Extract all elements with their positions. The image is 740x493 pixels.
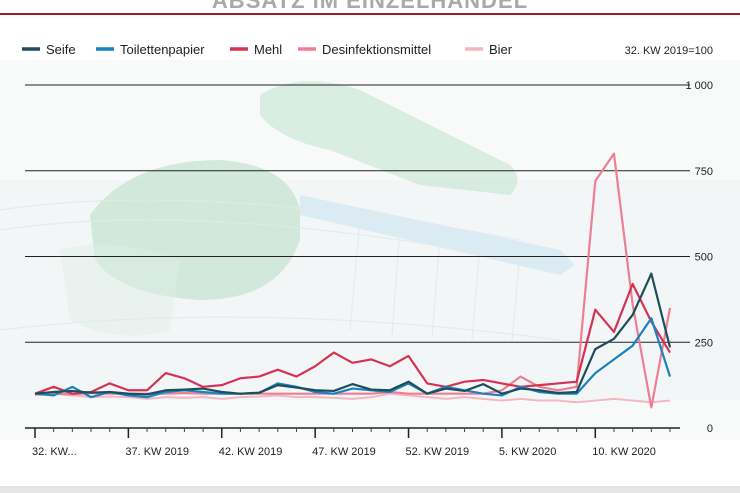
bottom-strip <box>0 486 740 493</box>
legend: Seife Toilettenpapier Mehl Desinfektionsmit… <box>22 42 513 57</box>
series-line-bier <box>34 392 671 404</box>
x-tick-label: 37. KW 2019 <box>125 446 189 458</box>
x-tick-label: 42. KW 2019 <box>219 446 283 458</box>
legend-label: Desinfektionsmittel <box>322 42 431 57</box>
y-tick-label: 0 <box>707 423 713 435</box>
y-tick-label: 750 <box>695 166 713 178</box>
legend-label: Seife <box>46 42 76 57</box>
y-tick-label: 500 <box>695 252 713 264</box>
legend-label: Bier <box>489 42 513 57</box>
x-axis: 32. KW... 37. KW 2019 42. KW 2019 47. KW 20… <box>25 427 680 458</box>
legend-label: Toilettenpapier <box>120 42 205 57</box>
series-line-seife <box>34 272 672 396</box>
series-lines <box>34 152 672 409</box>
chart-title: ABSATZ IM EINZELHANDEL <box>212 0 528 13</box>
y-axis-ticks: 0 250 500 750 1 000 <box>685 80 713 435</box>
x-tick-label: 47. KW 2019 <box>312 446 376 458</box>
x-tick-label: 10. KW 2020 <box>592 446 656 458</box>
y-tick-label: 250 <box>695 337 713 349</box>
index-note: 32. KW 2019=100 <box>625 45 713 57</box>
title-band: ABSATZ IM EINZELHANDEL <box>0 0 740 15</box>
legend-label: Mehl <box>254 42 282 57</box>
y-tick-label: 1 000 <box>685 80 713 92</box>
x-tick-label: 32. KW... <box>32 446 77 458</box>
series-line-mehl <box>34 282 671 395</box>
x-tick-label: 5. KW 2020 <box>499 446 556 458</box>
background-photo-image <box>0 60 740 440</box>
x-tick-label: 52. KW 2019 <box>406 446 470 458</box>
gridlines <box>25 84 690 343</box>
